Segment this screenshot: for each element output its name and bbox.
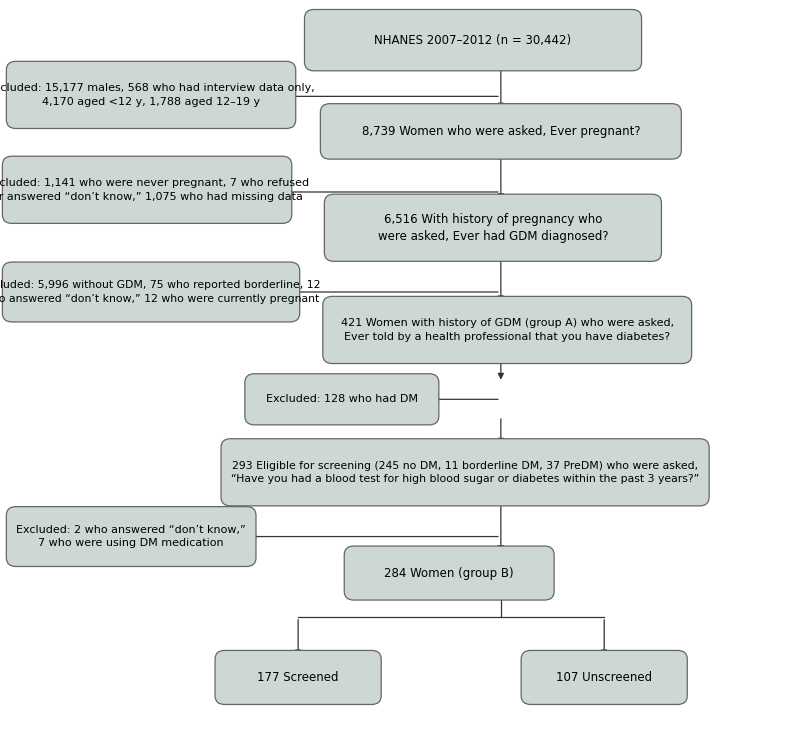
FancyBboxPatch shape: [2, 262, 300, 322]
FancyBboxPatch shape: [245, 374, 439, 425]
Text: 293 Eligible for screening (245 no DM, 11 borderline DM, 37 PreDM) who were aske: 293 Eligible for screening (245 no DM, 1…: [231, 461, 699, 484]
Text: 284 Women (group B): 284 Women (group B): [384, 566, 514, 580]
FancyBboxPatch shape: [320, 104, 681, 159]
Text: 107 Unscreened: 107 Unscreened: [556, 671, 652, 684]
FancyBboxPatch shape: [2, 156, 292, 223]
Text: 8,739 Women who were asked, Ever pregnant?: 8,739 Women who were asked, Ever pregnan…: [362, 125, 640, 138]
FancyBboxPatch shape: [521, 650, 687, 704]
FancyBboxPatch shape: [323, 296, 692, 364]
FancyBboxPatch shape: [304, 9, 642, 71]
FancyBboxPatch shape: [221, 439, 709, 506]
Text: Excluded: 1,141 who were never pregnant, 7 who refused
or answered “don’t know,”: Excluded: 1,141 who were never pregnant,…: [0, 178, 308, 201]
Text: Excluded: 15,177 males, 568 who had interview data only,
4,170 aged <12 y, 1,788: Excluded: 15,177 males, 568 who had inte…: [0, 83, 315, 107]
FancyBboxPatch shape: [324, 194, 661, 261]
FancyBboxPatch shape: [6, 507, 256, 566]
Text: Excluded: 5,996 without GDM, 75 who reported borderline, 12
who answered “don’t : Excluded: 5,996 without GDM, 75 who repo…: [0, 280, 321, 304]
Text: Excluded: 128 who had DM: Excluded: 128 who had DM: [266, 394, 418, 404]
FancyBboxPatch shape: [215, 650, 381, 704]
Text: 421 Women with history of GDM (group A) who were asked,
Ever told by a health pr: 421 Women with history of GDM (group A) …: [340, 318, 674, 342]
Text: 177 Screened: 177 Screened: [258, 671, 339, 684]
Text: NHANES 2007–2012 (n = 30,442): NHANES 2007–2012 (n = 30,442): [374, 34, 572, 47]
FancyBboxPatch shape: [6, 61, 296, 128]
FancyBboxPatch shape: [344, 546, 554, 600]
Text: 6,516 With history of pregnancy who
were asked, Ever had GDM diagnosed?: 6,516 With history of pregnancy who were…: [378, 212, 608, 243]
Text: Excluded: 2 who answered “don’t know,”
7 who were using DM medication: Excluded: 2 who answered “don’t know,” 7…: [17, 525, 246, 548]
